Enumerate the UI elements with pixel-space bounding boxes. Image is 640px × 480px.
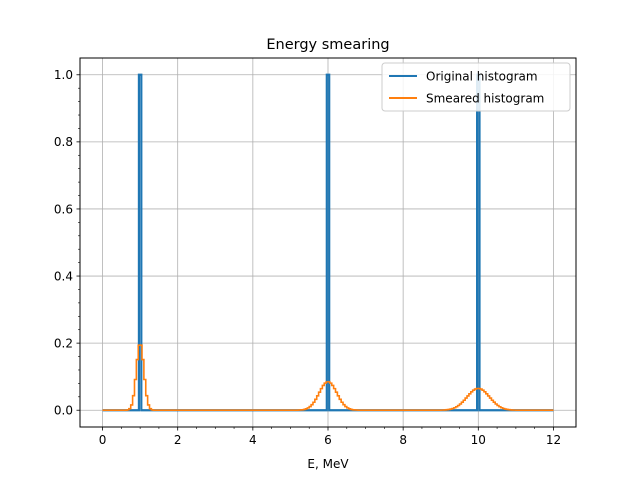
y-tick-label: 0.0	[54, 404, 73, 418]
x-tick-label: 0	[99, 433, 107, 447]
x-axis-label: E, MeV	[307, 457, 349, 471]
x-tick-label: 8	[399, 433, 407, 447]
legend: Original histogram Smeared histogram	[381, 62, 571, 112]
legend-box	[381, 62, 571, 112]
x-tick-label: 12	[546, 433, 561, 447]
y-tick-label: 0.8	[54, 135, 73, 149]
y-tick-label: 0.2	[54, 336, 73, 350]
x-tick-label: 6	[324, 433, 332, 447]
x-tick-label: 10	[471, 433, 486, 447]
y-tick-label: 1.0	[54, 68, 73, 82]
chart-title: Energy smearing	[266, 37, 389, 53]
y-tick-label: 0.6	[54, 202, 73, 216]
legend-label-original: Original histogram	[426, 70, 538, 84]
x-tick-label: 2	[174, 433, 182, 447]
series-smeared-histogram	[102, 344, 554, 412]
y-tick-label: 0.4	[54, 269, 73, 283]
legend-label-smeared: Smeared histogram	[426, 92, 544, 106]
x-tick-label: 4	[249, 433, 257, 447]
axis-ticks: 0 2 4 6 8 10 12 0.0 0.2 0.4 0.6 0.8 1.0	[54, 68, 561, 447]
